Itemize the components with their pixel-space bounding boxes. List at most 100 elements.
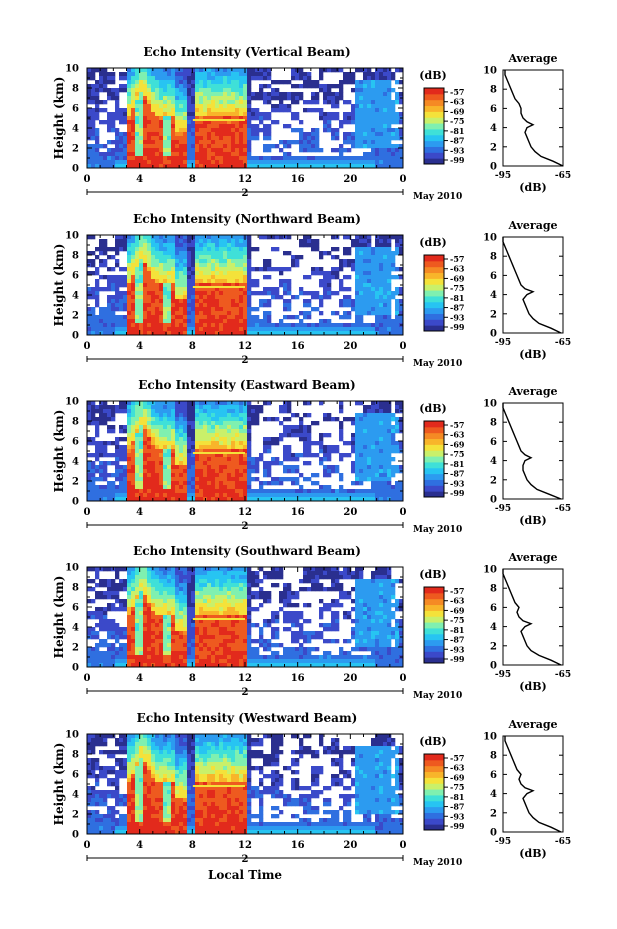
heatmap-cell (303, 489, 308, 494)
heatmap-cell (199, 473, 204, 478)
heatmap-cell (367, 144, 372, 149)
heatmap-cell (195, 291, 200, 296)
heatmap-cell (243, 72, 248, 77)
heatmap-cell (379, 485, 384, 490)
heatmap-cell (179, 160, 184, 165)
heatmap-cell (131, 271, 136, 276)
heatmap-cell (387, 267, 392, 272)
heatmap-cell (327, 493, 332, 498)
heatmap-cell (259, 128, 264, 133)
heatmap-cell (107, 128, 112, 133)
heatmap-cell (355, 469, 360, 474)
heatmap-cell (227, 116, 232, 121)
heatmap-cell (343, 116, 348, 121)
heatmap-cell (243, 311, 248, 316)
heatmap-cell (263, 489, 268, 494)
heatmap-cell (291, 481, 296, 486)
heatmap-cell (111, 112, 116, 117)
heatmap-cell (231, 401, 236, 406)
heatmap-cell (203, 477, 208, 482)
heatmap-cell (247, 319, 252, 324)
heatmap-cell (383, 152, 388, 157)
heatmap-cell (367, 449, 372, 454)
heatmap-cell (383, 72, 388, 77)
heatmap-cell (267, 136, 272, 141)
heatmap-cell (107, 152, 112, 157)
heatmap-cell (143, 124, 148, 129)
heatmap-cell (195, 144, 200, 149)
heatmap-cell (243, 76, 248, 81)
heatmap-cell (335, 271, 340, 276)
heatmap-cell (303, 433, 308, 438)
heatmap-cell (291, 425, 296, 430)
heatmap-cell (271, 481, 276, 486)
heatmap-cell (171, 116, 176, 121)
heatmap-cell (287, 96, 292, 101)
heatmap-cell (215, 152, 220, 157)
heatmap-cell (359, 136, 364, 141)
heatmap-cell (279, 405, 284, 410)
heatmap-cell (191, 283, 196, 288)
heatmap-cell (335, 311, 340, 316)
heatmap-cell (179, 437, 184, 442)
heatmap-cell (235, 96, 240, 101)
heatmap-cell (91, 461, 96, 466)
heatmap-cell (111, 255, 116, 260)
heatmap-cell (371, 100, 376, 105)
heatmap-cell (235, 140, 240, 145)
heatmap-cell (375, 72, 380, 77)
heatmap-cell (251, 279, 256, 284)
heatmap-cell (111, 160, 116, 165)
heatmap-cell (143, 243, 148, 248)
heatmap-cell (211, 84, 216, 89)
heatmap-cell (183, 485, 188, 490)
heatmap-cell (315, 239, 320, 244)
heatmap-cell (147, 116, 152, 121)
heatmap-cell (95, 485, 100, 490)
heatmap-cell (227, 128, 232, 133)
heatmap-cell (151, 405, 156, 410)
heatmap-cell (127, 441, 132, 446)
heatmap-cell (251, 160, 256, 165)
heatmap-cell (183, 140, 188, 145)
heatmap-cell (383, 136, 388, 141)
heatmap-cell (127, 84, 132, 89)
heatmap-cell (355, 108, 360, 113)
heatmap-cell (391, 465, 396, 470)
heatmap-cell (283, 425, 288, 430)
heatmap-cell (143, 323, 148, 328)
heatmap-cell (259, 323, 264, 328)
heatmap-cell (355, 140, 360, 145)
heatmap-cell (191, 124, 196, 129)
heatmap-cell (247, 92, 252, 97)
heatmap-cell (383, 287, 388, 292)
heatmap-cell (87, 331, 92, 336)
heatmap-cell (235, 493, 240, 498)
heatmap-cell (247, 449, 252, 454)
heatmap-cell (139, 156, 144, 161)
heatmap-cell (203, 92, 208, 97)
heatmap-cell (111, 275, 116, 280)
heatmap-cell (291, 323, 296, 328)
heatmap-cell (143, 96, 148, 101)
heatmap-cell (327, 88, 332, 93)
heatmap-cell (179, 413, 184, 418)
heatmap-cell (363, 497, 368, 502)
heatmap-cell (215, 263, 220, 268)
heatmap-cell (119, 449, 124, 454)
heatmap-cell (159, 291, 164, 296)
heatmap-cell (135, 413, 140, 418)
heatmap-cell (151, 315, 156, 320)
heatmap-cell (103, 465, 108, 470)
heatmap-cell (355, 437, 360, 442)
heatmap-cell (207, 465, 212, 470)
heatmap-cell (339, 124, 344, 129)
heatmap-cell (139, 331, 144, 336)
heatmap-cell (87, 413, 92, 418)
heatmap-cell (159, 108, 164, 113)
heatmap-cell (143, 152, 148, 157)
heatmap-cell (207, 331, 212, 336)
heatmap-cell (383, 92, 388, 97)
heatmap-cell (295, 164, 300, 169)
heatmap-cell (147, 279, 152, 284)
